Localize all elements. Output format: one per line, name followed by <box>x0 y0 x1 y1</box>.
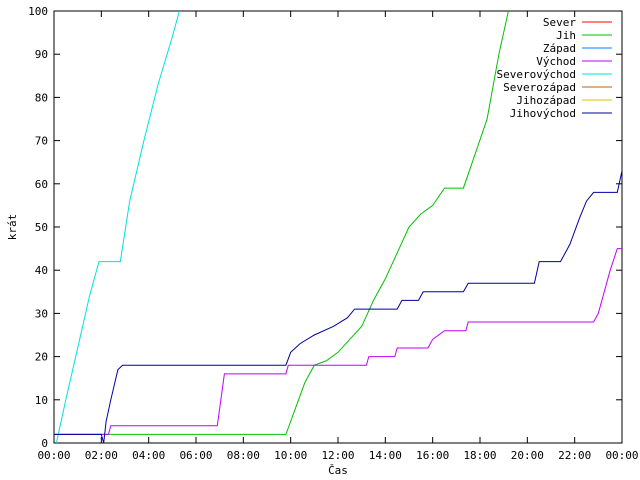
y-tick-label: 10 <box>35 394 48 407</box>
x-axis-label: Čas <box>328 464 348 477</box>
x-tick-label: 10:00 <box>274 449 307 462</box>
legend-label: Sever <box>543 16 576 29</box>
legend-label: Východ <box>536 55 576 68</box>
x-tick-label: 00:00 <box>37 449 70 462</box>
x-tick-label: 00:00 <box>605 449 638 462</box>
y-tick-label: 60 <box>35 178 48 191</box>
series-line-3 <box>54 248 622 435</box>
series-line-1 <box>54 11 509 435</box>
legend: SeverJihZápadVýchodSeverovýchodSeverozáp… <box>497 16 612 120</box>
x-axis-ticks: 00:00 02:00 04:00 06:00 08:00 10:00 12:00 14:00… <box>37 11 639 462</box>
y-axis-label: krát <box>6 214 19 241</box>
legend-label: Jihozápad <box>516 94 576 107</box>
y-tick-label: 100 <box>28 5 48 18</box>
x-tick-label: 08:00 <box>227 449 260 462</box>
x-tick-label: 12:00 <box>321 449 354 462</box>
x-tick-label: 02:00 <box>85 449 118 462</box>
series-line-7 <box>54 170 622 443</box>
x-tick-label: 16:00 <box>416 449 449 462</box>
legend-label: Západ <box>543 42 576 55</box>
plot-area <box>53 10 623 444</box>
y-tick-label: 50 <box>35 221 48 234</box>
legend-label: Severovýchod <box>497 68 576 81</box>
y-tick-label: 0 <box>41 437 48 450</box>
legend-label: Severozápad <box>503 81 576 94</box>
series-lines <box>54 11 622 443</box>
y-axis-ticks: 0 10 20 30 40 50 60 70 80 90 100 <box>28 5 622 450</box>
series-line-4 <box>55 11 180 443</box>
legend-label: Jihovýchod <box>510 107 576 120</box>
x-tick-label: 14:00 <box>369 449 402 462</box>
y-tick-label: 30 <box>35 307 48 320</box>
x-tick-label: 20:00 <box>511 449 544 462</box>
x-tick-label: 18:00 <box>463 449 496 462</box>
x-tick-label: 22:00 <box>558 449 591 462</box>
y-tick-label: 40 <box>35 264 48 277</box>
y-tick-label: 70 <box>35 135 48 148</box>
x-tick-label: 06:00 <box>179 449 212 462</box>
legend-label: Jih <box>556 29 576 42</box>
x-tick-label: 04:00 <box>132 449 165 462</box>
y-tick-label: 20 <box>35 351 48 364</box>
y-tick-label: 80 <box>35 91 48 104</box>
y-tick-label: 90 <box>35 48 48 61</box>
